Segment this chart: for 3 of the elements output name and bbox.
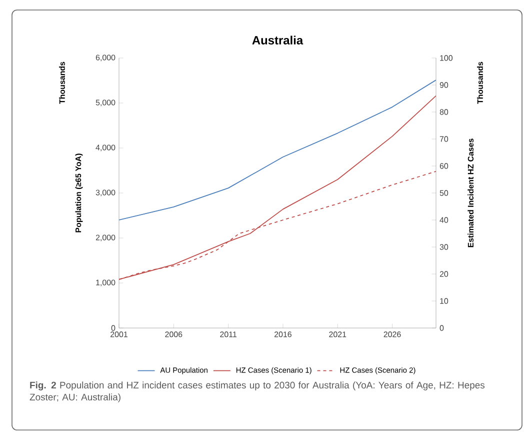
- chart-title: Australia: [252, 36, 304, 44]
- line-series: [119, 80, 436, 220]
- text: Fig. 2 Population and HZ incident cases estimates up to 2030 for Australia (YoA: Years of Age, HZ: Hepes Zoster; AU: Australia): [30, 382, 485, 402]
